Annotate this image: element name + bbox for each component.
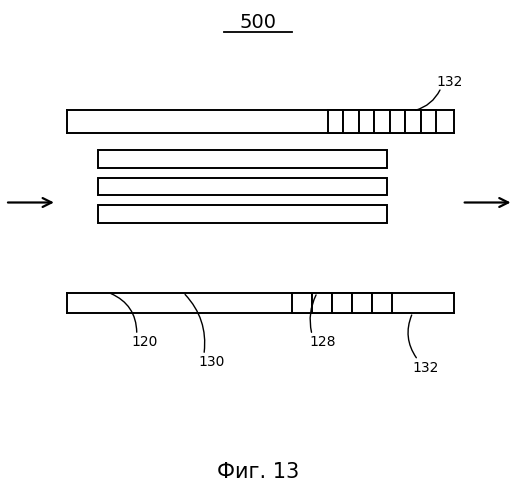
- Bar: [98, 178, 387, 195]
- Text: Фиг. 13: Фиг. 13: [217, 462, 299, 482]
- Bar: [98, 150, 387, 168]
- Bar: [374, 110, 390, 132]
- Bar: [421, 110, 436, 132]
- Text: 120: 120: [132, 336, 158, 349]
- Bar: [359, 110, 374, 132]
- Text: 132: 132: [413, 360, 439, 374]
- Bar: [343, 110, 359, 132]
- Text: 132: 132: [436, 76, 462, 90]
- Bar: [405, 110, 421, 132]
- Bar: [98, 205, 387, 222]
- Bar: [328, 110, 343, 132]
- Text: 130: 130: [199, 356, 225, 370]
- Bar: [352, 292, 372, 312]
- Text: 128: 128: [310, 336, 336, 349]
- Text: 500: 500: [239, 13, 277, 32]
- Bar: [390, 110, 405, 132]
- Bar: [372, 292, 392, 312]
- Bar: [332, 292, 352, 312]
- Bar: [292, 292, 312, 312]
- Bar: [312, 292, 332, 312]
